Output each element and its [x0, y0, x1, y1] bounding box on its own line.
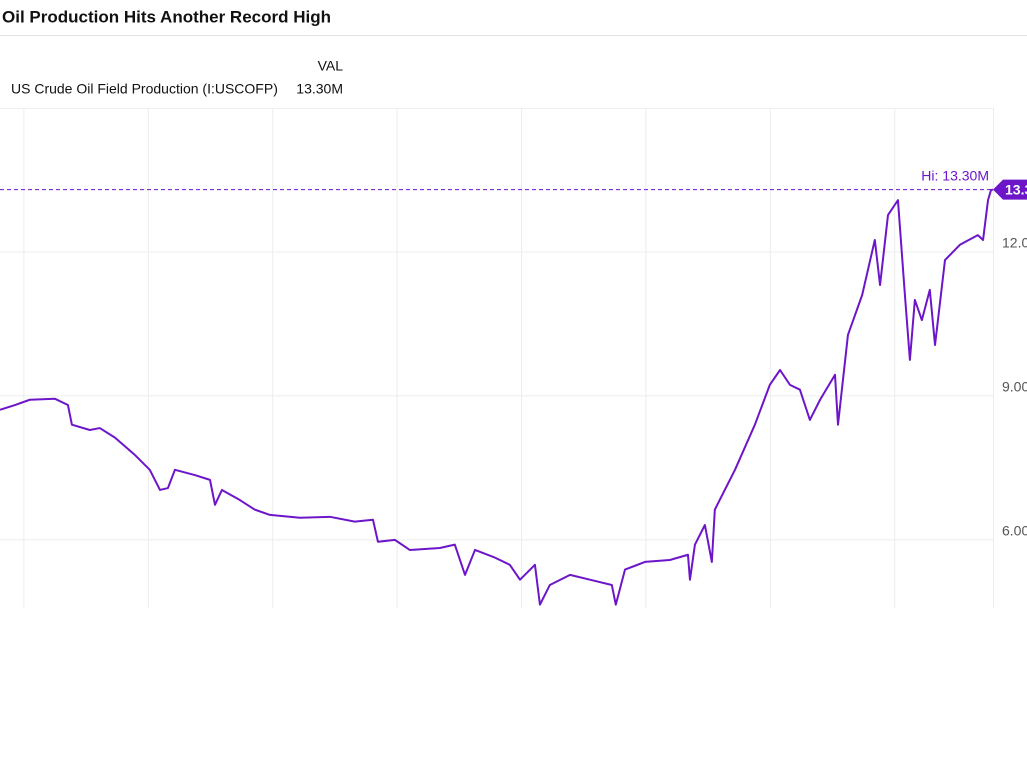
legend-header: VAL [318, 58, 344, 74]
legend-entry: US Crude Oil Field Production (I:USCOFP) [11, 81, 278, 97]
high-label: Hi: 13.30M [921, 167, 989, 183]
last-value-label: 13.30M [1005, 181, 1027, 197]
legend-value: 13.30M [296, 81, 343, 97]
data-line [0, 188, 994, 606]
y-tick-label: 12.00M [1002, 235, 1027, 251]
chart-title: Oil Production Hits Another Record High [2, 7, 331, 26]
y-tick-label: 6.00M [1002, 523, 1027, 539]
y-tick-label: 9.00M [1002, 379, 1027, 395]
last-value-tag [993, 179, 1027, 200]
